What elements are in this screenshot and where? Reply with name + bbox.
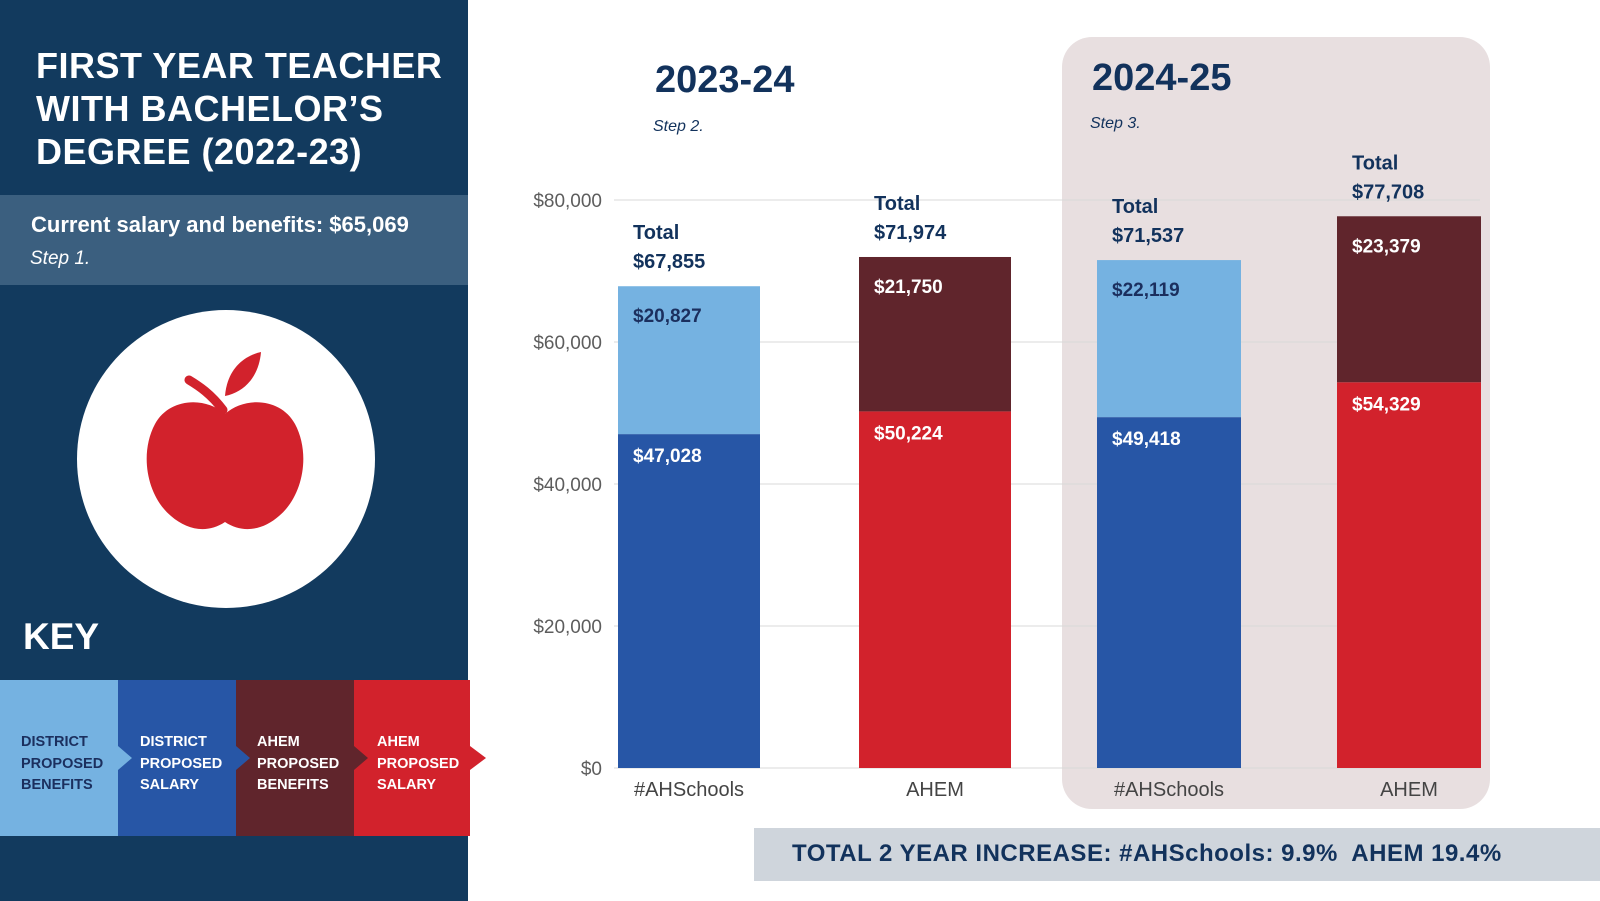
total-title: Total: [874, 193, 920, 215]
salary-chart: 2023-24 Step 2. 2024-25 Step 3. $0 $20,000 $40…: [533, 37, 1490, 809]
salary-value-label: $49,418: [1112, 429, 1181, 450]
summary-banner: TOTAL 2 YEAR INCREASE: #AHSchools: 9.9% …: [754, 828, 1600, 881]
legend-label: AHEM PROPOSED SALARY: [377, 734, 460, 793]
legend-item-district-salary: DISTRICT PROPOSED SALARY: [118, 680, 236, 836]
key-title: KEY: [23, 616, 100, 657]
benefits-value-label: $21,750: [874, 277, 943, 298]
benefits-value-label: $22,119: [1112, 280, 1180, 301]
category-label: #AHSchools: [1114, 779, 1224, 801]
category-label: AHEM: [1380, 779, 1438, 801]
total-value-label: $71,974: [874, 222, 947, 244]
legend-label: DISTRICT PROPOSED SALARY: [140, 734, 223, 793]
y-tick-label: $0: [581, 759, 602, 780]
total-title: Total: [1112, 196, 1158, 218]
group-step: Step 2.: [653, 118, 704, 135]
legend-arrow: [118, 746, 132, 770]
category-label: #AHSchools: [634, 779, 744, 801]
group-title: 2023-24: [655, 59, 794, 101]
bar-salary-1: [859, 411, 1011, 768]
legend-item-ahem-benefits: AHEM PROPOSED BENEFITS: [236, 680, 354, 836]
left-panel: FIRST YEAR TEACHER WITH BACHELOR’S DEGRE…: [0, 0, 468, 901]
legend: DISTRICT PROPOSED BENEFITS DISTRICT PROP…: [0, 680, 490, 836]
current-step-label: Step 1.: [30, 248, 91, 269]
apple-icon: [146, 352, 304, 530]
y-tick-label: $60,000: [533, 333, 602, 354]
y-tick-label: $40,000: [533, 475, 602, 496]
total-title: Total: [633, 222, 679, 244]
y-tick-label: $20,000: [533, 617, 602, 638]
legend-label: DISTRICT PROPOSED BENEFITS: [21, 734, 104, 793]
bar-salary-3: [1337, 382, 1481, 768]
group-title: 2024-25: [1092, 57, 1231, 99]
group-step: Step 3.: [1090, 115, 1141, 132]
bar-salary-0: [618, 434, 760, 768]
total-value-label: $67,855: [633, 251, 705, 273]
legend-label: AHEM PROPOSED BENEFITS: [257, 734, 340, 793]
category-label: AHEM: [906, 779, 964, 801]
panel-title: FIRST YEAR TEACHER WITH BACHELOR’S DEGRE…: [36, 45, 443, 172]
current-salary-band: Current salary and benefits: $65,069 Ste…: [0, 195, 468, 285]
legend-arrow: [236, 746, 250, 770]
legend-arrow: [470, 746, 486, 770]
bar-salary-2: [1097, 417, 1241, 768]
salary-value-label: $50,224: [874, 423, 943, 444]
y-tick-label: $80,000: [533, 191, 602, 212]
benefits-value-label: $20,827: [633, 306, 702, 327]
legend-item-ahem-salary: AHEM PROPOSED SALARY: [354, 680, 470, 836]
summary-text: TOTAL 2 YEAR INCREASE: #AHSchools: 9.9% …: [792, 840, 1502, 867]
bar-benefits-2: [1097, 260, 1241, 418]
salary-value-label: $54,329: [1352, 394, 1421, 415]
apple-badge: [77, 310, 375, 608]
bar-benefits-0: [618, 286, 760, 435]
benefits-value-label: $23,379: [1352, 236, 1421, 257]
bar-benefits-1: [859, 256, 1011, 412]
current-salary-label: Current salary and benefits: $65,069: [31, 212, 409, 237]
legend-item-district-benefits: DISTRICT PROPOSED BENEFITS: [0, 680, 118, 836]
total-value-label: $71,537: [1112, 225, 1184, 247]
legend-arrow: [354, 746, 368, 770]
total-title: Total: [1352, 152, 1398, 174]
bar-benefits-3: [1337, 216, 1481, 383]
salary-value-label: $47,028: [633, 446, 702, 467]
total-value-label: $77,708: [1352, 181, 1424, 203]
